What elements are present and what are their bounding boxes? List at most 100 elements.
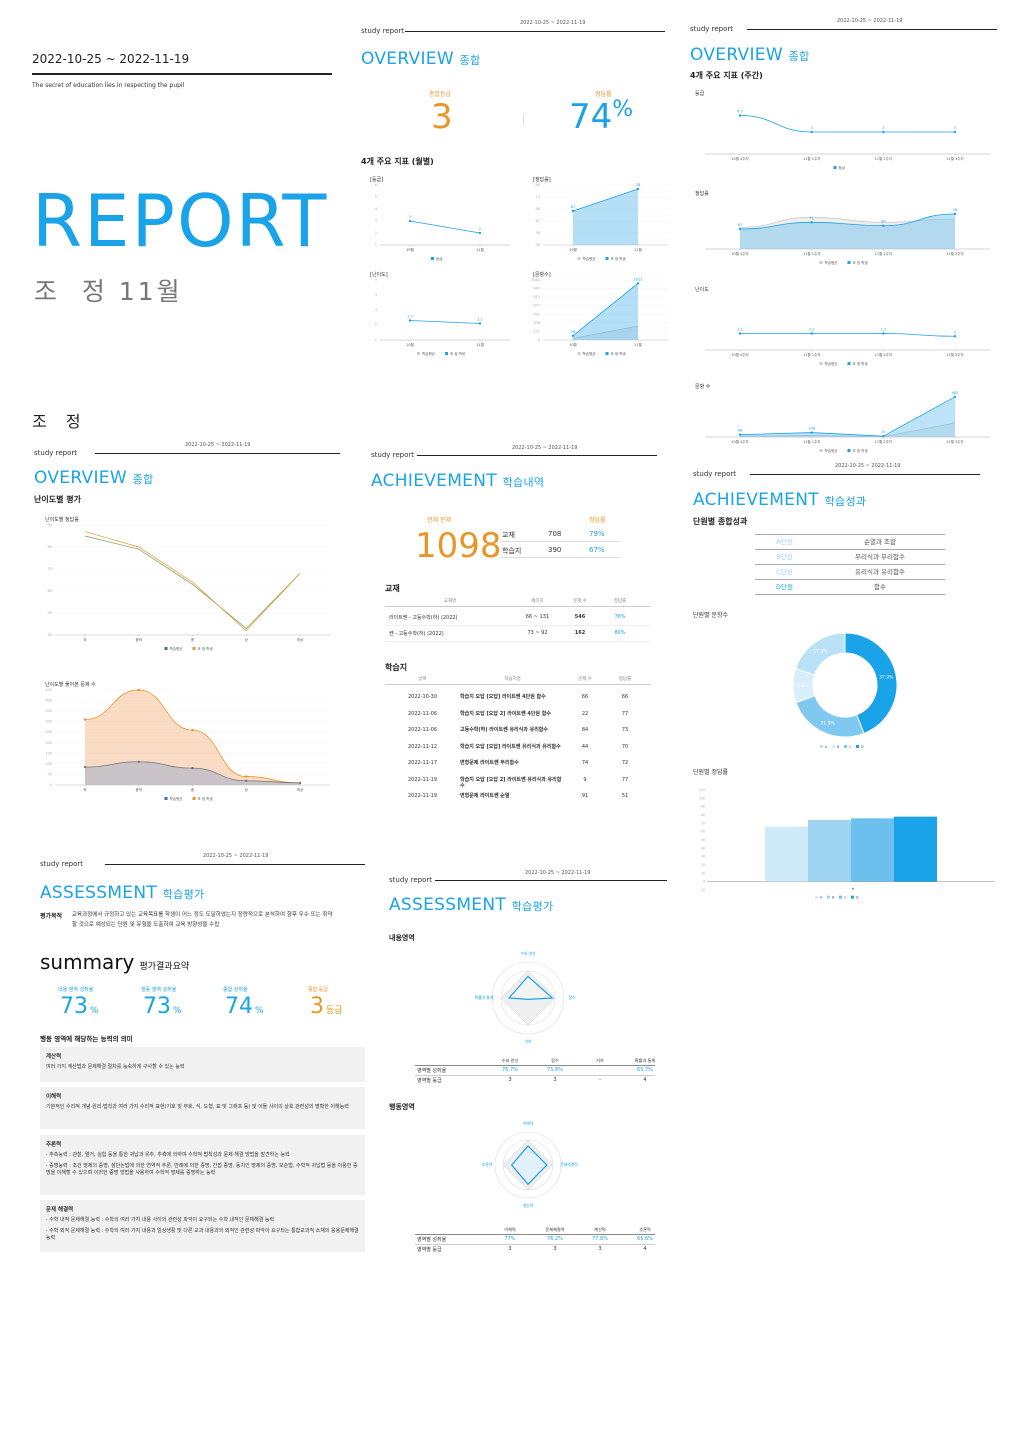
purpose-text: 교육과정에서 규정하고 있는 교육목표를 학생이 어느 정도 도달하였는지 정량… [72,912,333,928]
legend-swatch [192,797,196,800]
area-rate: 65.6% [637,1236,653,1242]
date-range-label: 2022-10-25 ~ 2022-11-19 [512,445,578,451]
x-tick-label: 10월 4주차 [731,156,749,161]
legend-label: B [832,895,835,899]
date-range-label: 2022-10-25 ~ 2022-11-19 [835,463,901,469]
legend-swatch [847,362,851,365]
behavior-area-title: 행동영역 [389,1103,415,1111]
radar-axis-label: 계산력 [523,1203,534,1208]
series-area [573,189,638,245]
section-title: 단원별 종합성과 [693,517,748,526]
area-grade: 3 [598,1246,602,1252]
x-tick-label: 10월 [406,342,414,347]
data-label: 71 [809,216,813,220]
area-grade: 3 [508,1077,512,1083]
y-tick-label: 350 [45,709,52,713]
series-line [739,115,955,133]
legend-swatch [819,362,823,365]
legend-swatch [605,352,609,355]
unit-name: D단원 [776,583,793,591]
chart-title: [등급] [370,177,383,183]
x-tick-label: 10월 [406,247,414,252]
data-point [810,130,813,134]
table-cell: 2022-11-19 [407,793,438,799]
area-header: 확률과 통계 [634,1058,656,1063]
area-header: 이해력 [504,1227,516,1232]
y-tick-label: 100 [45,762,52,766]
y-tick-label: 4 [375,293,378,297]
table-cell: 76% [614,614,626,620]
area-header: 기하 [596,1058,604,1063]
series-area [740,214,955,249]
series-line [409,220,481,234]
data-point [478,322,482,325]
y-tick-label: 60 [701,830,705,834]
ability-box: 이해력 기본적인 수리적 개념·원리·법칙과 여러 가지 수리적 표현(기호 및 … [40,1087,365,1129]
grade-value: 3 [431,97,453,137]
study-report-label: study report [389,876,433,884]
data-label: 2 [954,330,956,334]
ability-title: 계산력 [46,1054,62,1060]
y-tick-label: 400 [45,699,52,703]
page-title: ACHIEVEMENT 학습성과 [693,490,867,510]
row-label: 영역별 등급 [417,1078,442,1084]
table-cell: 2022-11-06 [407,710,438,717]
breakdown-type: 학습지 [502,547,522,555]
data-label: 58 [738,429,742,433]
series-line [739,333,956,337]
table-cell: 라이트쎈 - 고등수학(하) (2022) [389,615,458,621]
x-tick-label: 상 [245,637,249,642]
table-cell: 2022-11-06 [407,727,438,733]
y-tick-label: 100 [699,796,705,800]
metric-label: 종합 등급 [308,987,328,993]
data-point [191,766,194,770]
table-row-line [385,641,650,642]
x-tick-label: 하 [83,637,87,642]
x-tick-label: 11월 [476,342,484,347]
area-rate: 75.8% [547,1067,563,1073]
y-tick-label: 250 [45,730,52,734]
metric-value: 74% [225,994,264,1019]
series-line [739,213,956,230]
legend-label: C [844,895,847,899]
y-tick-label: 150 [45,751,52,755]
unit-title: 무리식과 무리함수 [855,553,905,561]
breakdown-count: 708 [548,530,562,538]
area-grade: 3 [508,1246,512,1252]
series-line [739,422,956,438]
data-label: 982 [952,391,959,395]
y-tick-label: 30 [701,855,705,859]
legend-swatch [577,257,581,260]
y-tick-label: 5 [375,278,377,282]
y-tick-label: 3 [375,308,377,312]
y-tick-label: 50 [48,772,52,776]
area-rate: 76.7% [502,1067,518,1073]
donut-slice [795,695,865,738]
legend-label: 학습평균 [170,796,184,801]
x-tick-label: 상 [245,787,249,792]
cover-date-range: 2022-10-25 ~ 2022-11-19 [32,52,190,66]
data-point [882,224,885,227]
y-tick-label: 2 [375,231,377,235]
legend-label: A [820,895,823,899]
chart-title: 난이도 [695,286,709,293]
area-rate: - [599,1067,601,1073]
data-label: 3 [954,126,956,130]
data-point [738,114,742,117]
radar-ring [494,1131,562,1199]
y-tick-label: 10 [701,871,705,875]
legend-label: 학습평균 [825,448,839,453]
metric-number: 73 [143,994,171,1019]
summary-title: summary 평가결과요약 [40,950,190,974]
y-tick-label: 1082 [531,278,540,282]
ability-desc: 여러 가지 계산법과 문제해결 절차를 능숙하게 구사할 수 있는 능력 [46,1064,185,1070]
y-tick-label: 60 [48,589,52,593]
data-point [810,332,813,335]
cover-title: REPORT [32,179,329,263]
data-point [245,779,248,782]
ability-desc: · 추측능력 : 관찰, 열거, 실험 등을 통한 귀납과 유추, 추측에 의하… [46,1152,290,1158]
cover-page: 2022-10-25 ~ 2022-11-19 The secret of ed… [20,30,350,440]
series-area [573,283,638,340]
